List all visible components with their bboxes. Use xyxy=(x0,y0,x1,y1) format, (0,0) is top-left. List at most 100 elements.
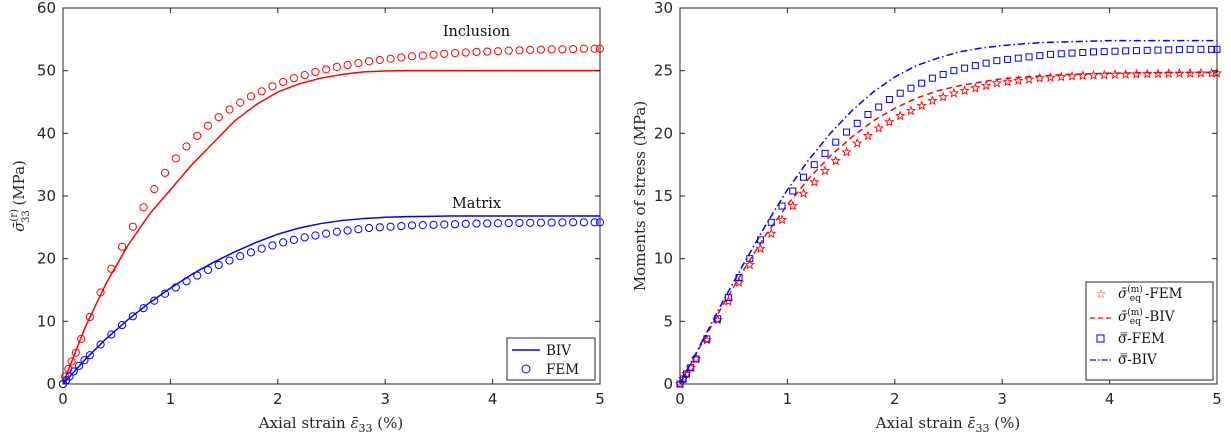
data-point xyxy=(440,49,449,58)
data-point xyxy=(375,223,384,232)
data-point xyxy=(117,320,127,330)
data-point xyxy=(1025,53,1033,61)
data-point xyxy=(407,221,417,230)
data-point xyxy=(927,95,938,106)
data-point xyxy=(236,252,245,261)
data-point xyxy=(418,51,427,60)
data-point xyxy=(1142,68,1153,79)
data-point xyxy=(472,47,481,56)
data-point xyxy=(1089,48,1097,56)
data-point xyxy=(1109,69,1121,80)
data-point xyxy=(203,121,213,130)
y-tick-label: 5 xyxy=(663,312,673,330)
data-point xyxy=(939,70,947,78)
series-inclusion-biv-line xyxy=(62,69,600,385)
data-point xyxy=(279,77,288,87)
data-point xyxy=(970,82,981,93)
data-point xyxy=(1175,46,1183,54)
x-tick-label: 0 xyxy=(675,390,685,408)
data-point xyxy=(842,128,850,136)
right-legend-box xyxy=(1085,281,1214,381)
svg-text:σ̄(r)33 (MPa): σ̄(r)33 (MPa) xyxy=(9,160,32,232)
data-point xyxy=(1132,47,1140,55)
data-point xyxy=(787,200,798,211)
data-point xyxy=(1077,70,1088,81)
legend-label-sigma-fem: σ̿-FEM xyxy=(1118,331,1165,347)
y-tick-label: 0 xyxy=(46,375,56,393)
data-point xyxy=(354,225,363,234)
legend-label-fem: FEM xyxy=(546,362,579,378)
data-point xyxy=(1197,45,1205,53)
data-point xyxy=(65,372,74,381)
data-point xyxy=(819,165,831,176)
data-point xyxy=(214,260,223,270)
left-series-layer xyxy=(58,44,605,389)
data-point xyxy=(96,288,105,297)
data-point xyxy=(85,312,94,322)
data-point xyxy=(579,218,588,227)
data-point xyxy=(386,54,395,63)
data-point xyxy=(948,87,960,98)
legend-label-biv: BIV xyxy=(546,343,571,359)
data-point xyxy=(483,219,492,228)
y-tick-label: 20 xyxy=(37,250,56,268)
data-point xyxy=(776,214,788,225)
data-point xyxy=(809,176,820,187)
x-tick-label: 2 xyxy=(890,390,900,408)
data-point xyxy=(343,60,352,70)
data-point xyxy=(268,82,277,91)
data-point xyxy=(928,74,936,82)
data-point xyxy=(1045,72,1056,82)
data-point xyxy=(916,100,927,111)
data-point xyxy=(810,161,818,169)
data-point xyxy=(536,218,546,227)
data-point xyxy=(322,229,331,238)
legend-label-eq-fem: σ̄(m) eq -FEM xyxy=(1118,284,1183,304)
x-tick-label: 4 xyxy=(1105,390,1115,408)
data-point xyxy=(744,259,755,270)
data-point xyxy=(472,219,481,228)
y-tick-label: 60 xyxy=(37,0,56,17)
data-point xyxy=(830,155,841,166)
data-point xyxy=(407,52,417,61)
right-legend: ☆ σ̄(m) eq -FEM σ̄(m) eq -BIV σ̿-FEM σ̿-BIV xyxy=(1085,281,1214,381)
data-point xyxy=(236,98,245,107)
data-point xyxy=(117,242,127,251)
data-point xyxy=(139,203,148,212)
right-ticks: 0 1 2 3 4 5 0 5 10 15 20 25 30 xyxy=(654,0,1222,408)
data-point xyxy=(993,57,1001,65)
data-point xyxy=(450,49,460,58)
data-point xyxy=(128,312,137,321)
right-y-axis-label: Moments of stress (MPa) xyxy=(631,101,649,291)
data-point xyxy=(1100,48,1108,56)
data-point xyxy=(160,168,170,177)
data-point xyxy=(991,77,1003,88)
data-point xyxy=(1152,68,1164,79)
data-point xyxy=(257,87,266,96)
x-tick-label: 0 xyxy=(58,390,68,408)
data-point xyxy=(440,220,449,229)
data-point xyxy=(536,45,546,54)
y-tick-label: 0 xyxy=(663,375,673,393)
data-point xyxy=(526,218,535,227)
data-point xyxy=(1068,49,1076,57)
data-point xyxy=(364,223,374,233)
data-point xyxy=(746,255,754,263)
x-tick-label: 1 xyxy=(783,390,793,408)
data-point xyxy=(182,142,191,151)
data-point xyxy=(354,59,363,68)
data-point xyxy=(1057,50,1065,58)
data-point xyxy=(85,351,94,360)
data-point xyxy=(257,244,266,253)
data-point xyxy=(182,277,191,286)
y-tick-label: 10 xyxy=(37,312,56,330)
data-point xyxy=(214,112,223,122)
data-point xyxy=(1122,47,1130,55)
data-point xyxy=(569,218,578,227)
data-point xyxy=(429,50,438,59)
data-point xyxy=(61,372,70,381)
data-point xyxy=(75,361,84,370)
data-point xyxy=(515,46,524,55)
data-point xyxy=(69,367,78,376)
data-point xyxy=(450,220,460,229)
